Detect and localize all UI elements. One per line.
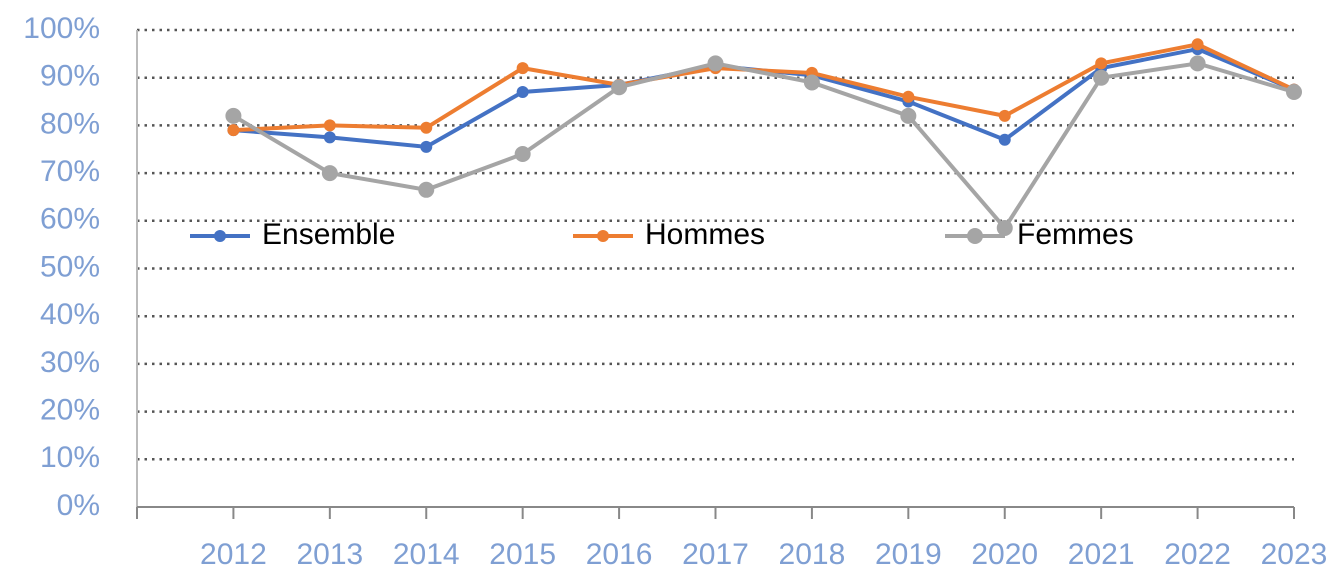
marker — [803, 74, 820, 91]
x-tick-label: 2021 — [1068, 538, 1135, 571]
marker — [1286, 84, 1302, 101]
x-tick-label: 2019 — [875, 538, 942, 571]
marker — [900, 107, 917, 124]
legend-label: Hommes — [645, 218, 765, 251]
marker — [418, 181, 435, 198]
marker — [707, 55, 724, 72]
x-tick-label: 2017 — [682, 538, 749, 571]
marker — [1093, 69, 1110, 86]
marker — [902, 90, 915, 103]
marker — [321, 165, 338, 182]
marker — [420, 121, 433, 134]
series-line — [233, 42, 1295, 133]
marker — [514, 146, 531, 163]
y-tick-label: 70% — [40, 155, 100, 188]
legend-label: Ensemble — [262, 218, 395, 251]
y-tick-label: 50% — [40, 250, 100, 283]
marker — [225, 107, 242, 124]
marker — [323, 131, 336, 144]
x-tick-label: 2020 — [971, 538, 1038, 571]
marker — [611, 79, 628, 96]
x-tick-label: 2014 — [393, 538, 460, 571]
marker — [516, 62, 529, 75]
series-line — [233, 46, 1295, 149]
y-tick-label: 10% — [40, 441, 100, 474]
marker — [1189, 55, 1206, 72]
y-tick-label: 80% — [40, 107, 100, 140]
marker — [996, 219, 1013, 236]
marker — [227, 124, 240, 137]
marker — [420, 140, 433, 153]
y-tick-label: 60% — [40, 203, 100, 236]
y-tick-label: 0% — [57, 489, 100, 522]
x-tick-label: 2016 — [586, 538, 653, 571]
y-tick-label: 30% — [40, 346, 100, 379]
marker — [323, 119, 336, 132]
x-tick-label: 2023 — [1261, 538, 1328, 571]
y-tick-label: 90% — [40, 60, 100, 93]
marker — [516, 86, 529, 99]
legend-label: Femmes — [1017, 218, 1134, 251]
x-tick-label: 2012 — [200, 538, 267, 571]
x-tick-label: 2015 — [489, 538, 556, 571]
marker — [998, 109, 1011, 122]
y-tick-label: 20% — [40, 394, 100, 427]
legend-marker — [214, 230, 226, 242]
x-tick-label: 2018 — [779, 538, 846, 571]
y-tick-label: 100% — [23, 12, 100, 45]
marker — [1191, 38, 1204, 51]
series-line — [232, 61, 1295, 232]
y-tick-label: 40% — [40, 298, 100, 331]
legend-marker — [967, 228, 983, 244]
marker — [998, 133, 1011, 146]
x-tick-label: 2022 — [1164, 538, 1231, 571]
legend-marker — [597, 230, 609, 242]
x-tick-label: 2013 — [296, 538, 363, 571]
marker — [1095, 57, 1108, 70]
